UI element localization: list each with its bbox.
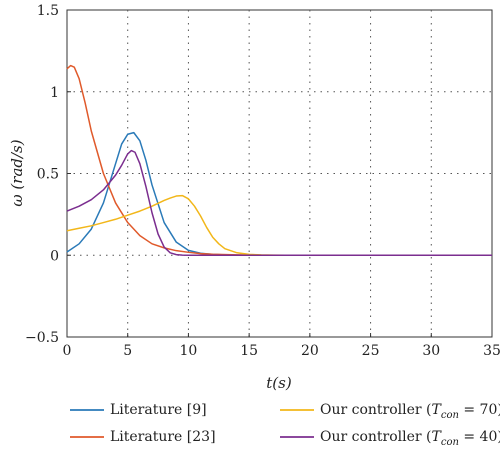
y-tick-label: 0 [50,248,59,264]
y-tick-label: 0.5 [37,167,59,183]
series-line-2 [66,64,492,256]
y-axis-label: ω (rad/s) [8,139,26,206]
legend: Literature [9] Literature [23] Our control… [70,402,500,448]
legend-label-4: Our controller (Tcon = 40) [320,429,500,448]
plot-frame [66,9,493,338]
legend-label-2: Literature [23] [110,429,216,445]
legend-label-1: Literature [9] [110,402,207,418]
x-tick-label: 5 [123,343,132,359]
x-tick-label: 20 [301,343,319,359]
x-tick-label: 0 [63,343,72,359]
series-lines [66,64,492,256]
series-line-3 [66,194,492,256]
x-tick-label: 25 [362,343,380,359]
y-tick-label: 1.5 [37,3,59,19]
y-tick-label: 1 [50,85,59,101]
x-tick-label: 35 [483,343,500,359]
series-line-4 [66,149,492,256]
grid [67,10,492,337]
x-tick-label: 30 [422,343,440,359]
y-tick-label: −0.5 [25,330,59,346]
x-tick-label: 10 [180,343,198,359]
x-tick-label: 15 [240,343,258,359]
x-ticks: 0 5 10 15 20 25 30 35 [63,333,500,359]
x-axis-label: t(s) [266,374,292,392]
y-ticks: −0.5 0 0.5 1 1.5 [25,3,71,346]
legend-label-3: Our controller (Tcon = 70) [320,402,500,421]
